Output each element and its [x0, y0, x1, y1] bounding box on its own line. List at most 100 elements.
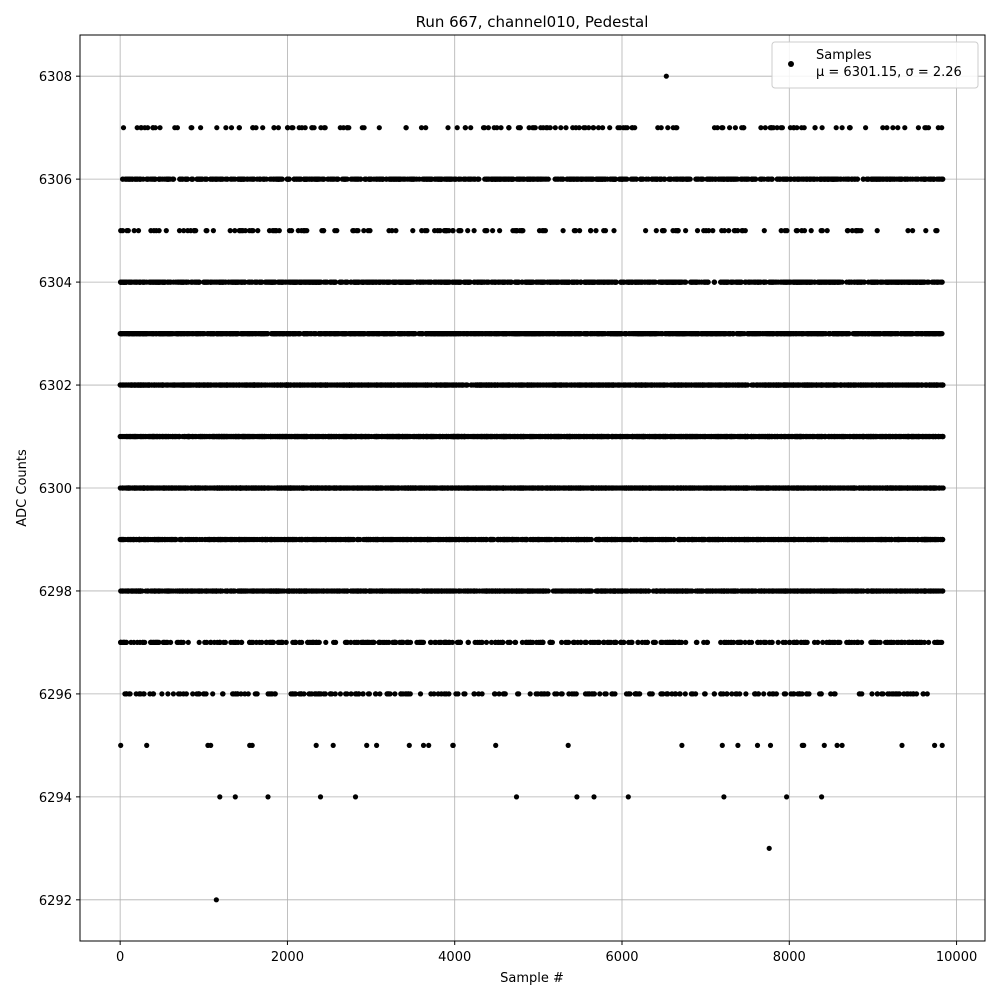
- data-point: [277, 177, 282, 182]
- data-point: [492, 125, 497, 130]
- data-point: [749, 177, 754, 182]
- data-point: [869, 177, 874, 182]
- data-point: [540, 331, 545, 336]
- data-point: [615, 331, 620, 336]
- data-point: [423, 331, 428, 336]
- data-point: [743, 280, 748, 285]
- data-point: [368, 280, 373, 285]
- data-point: [157, 125, 162, 130]
- data-point: [256, 331, 261, 336]
- data-point: [646, 177, 651, 182]
- data-point: [463, 125, 468, 130]
- data-point: [728, 331, 733, 336]
- data-point: [923, 228, 928, 233]
- data-point: [791, 331, 796, 336]
- data-point: [863, 125, 868, 130]
- data-point: [125, 177, 130, 182]
- data-point: [922, 125, 927, 130]
- data-point: [208, 280, 213, 285]
- data-point: [147, 280, 152, 285]
- data-point: [846, 331, 851, 336]
- data-point: [738, 331, 743, 336]
- data-point: [668, 177, 673, 182]
- data-point: [355, 228, 360, 233]
- data-point: [642, 280, 647, 285]
- data-point: [490, 228, 495, 233]
- data-point: [223, 125, 228, 130]
- data-point: [134, 331, 139, 336]
- data-point: [510, 228, 515, 233]
- data-point: [712, 125, 717, 130]
- data-point: [741, 125, 746, 130]
- data-point: [724, 280, 729, 285]
- data-point: [596, 177, 601, 182]
- data-point: [138, 125, 143, 130]
- data-point: [214, 125, 219, 130]
- data-point: [166, 177, 171, 182]
- data-point: [468, 125, 473, 130]
- data-point: [475, 280, 480, 285]
- data-point: [794, 228, 799, 233]
- data-point: [486, 331, 491, 336]
- data-point: [708, 331, 713, 336]
- data-point: [398, 331, 403, 336]
- data-point: [785, 177, 790, 182]
- data-point: [535, 280, 540, 285]
- data-point: [145, 331, 150, 336]
- data-point: [905, 228, 910, 233]
- data-point: [792, 177, 797, 182]
- data-point: [647, 331, 652, 336]
- data-point: [861, 177, 866, 182]
- data-point: [403, 125, 408, 130]
- data-point: [758, 280, 763, 285]
- data-point: [747, 331, 752, 336]
- data-point: [801, 177, 806, 182]
- data-point: [303, 177, 308, 182]
- data-point: [509, 177, 514, 182]
- data-point: [437, 177, 442, 182]
- data-point: [457, 177, 462, 182]
- data-point: [834, 125, 839, 130]
- data-point: [611, 228, 616, 233]
- data-point: [726, 177, 731, 182]
- data-point: [257, 280, 262, 285]
- data-point: [296, 331, 301, 336]
- data-point: [491, 280, 496, 285]
- data-point: [585, 331, 590, 336]
- data-point: [564, 177, 569, 182]
- data-point: [827, 331, 832, 336]
- data-point: [596, 125, 601, 130]
- data-point: [350, 177, 355, 182]
- data-point: [663, 331, 668, 336]
- data-point: [577, 331, 582, 336]
- data-point: [374, 177, 379, 182]
- data-point: [445, 125, 450, 130]
- data-point: [784, 228, 789, 233]
- data-point: [356, 331, 361, 336]
- data-point: [481, 125, 486, 130]
- data-point: [327, 331, 332, 336]
- data-point: [472, 177, 477, 182]
- data-point: [807, 280, 812, 285]
- data-point: [386, 228, 391, 233]
- data-point: [817, 280, 822, 285]
- data-point: [565, 280, 570, 285]
- data-point: [319, 228, 324, 233]
- data-point: [360, 125, 365, 130]
- data-point: [919, 331, 924, 336]
- data-point: [360, 280, 365, 285]
- data-point: [288, 280, 293, 285]
- data-point: [775, 177, 780, 182]
- data-point: [614, 280, 619, 285]
- data-point: [479, 331, 484, 336]
- data-point: [414, 280, 419, 285]
- data-point: [134, 177, 139, 182]
- data-point: [630, 280, 635, 285]
- data-point: [528, 331, 533, 336]
- data-point: [391, 177, 396, 182]
- data-point: [247, 228, 252, 233]
- data-point: [316, 177, 321, 182]
- data-point: [343, 331, 348, 336]
- data-point: [456, 228, 461, 233]
- data-point: [530, 125, 535, 130]
